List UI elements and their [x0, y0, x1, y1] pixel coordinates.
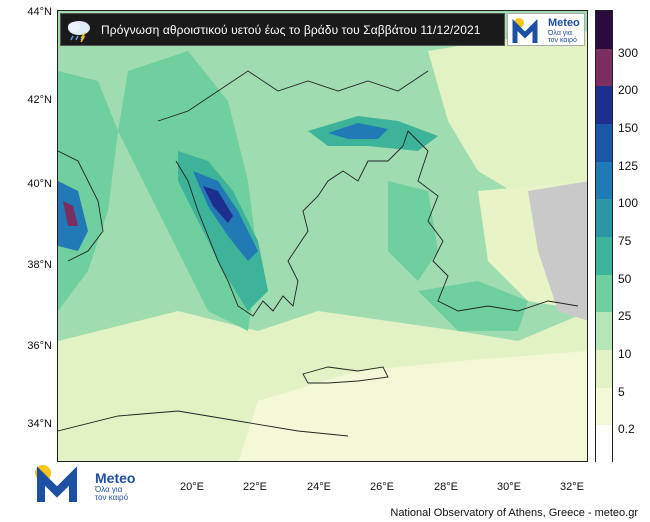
no-data-area	[528, 181, 587, 321]
colorbar-label: 10	[618, 347, 632, 361]
colorbar-label: 0.2	[618, 422, 635, 437]
colorbar-segment	[596, 11, 612, 49]
meteo-logo-header: Meteo Όλα για τον καιρό	[507, 13, 585, 46]
credit-text: National Observatory of Athens, Greece -…	[390, 507, 638, 519]
colorbar-segment	[596, 48, 612, 87]
very-heavy-precip-north	[328, 123, 388, 139]
moderate-precip-dodecanese	[418, 281, 528, 331]
colorbar-segment	[596, 350, 612, 388]
rain-cloud-icon	[68, 21, 90, 43]
colorbar-segment	[596, 237, 612, 275]
lon-label-28: 28°E	[434, 481, 458, 493]
balkan-border	[157, 70, 429, 122]
greece-coast	[175, 130, 409, 317]
logo-word: Meteo	[548, 17, 580, 29]
colorbar-segment	[596, 312, 612, 350]
meteo-logo-footer: Meteo Όλα για τον καιρό	[33, 462, 143, 507]
italy-coast	[58, 150, 104, 262]
colorbar-label: 50	[618, 271, 632, 286]
extreme-precip-epirus	[203, 186, 233, 223]
footer-logo-word: Meteo	[95, 470, 136, 486]
precip-colorbar	[595, 10, 613, 463]
colorbar-label: 25	[618, 309, 632, 324]
lon-label-22: 22°E	[243, 481, 267, 493]
moderate-precip-west	[58, 71, 118, 311]
colorbar-segment	[596, 274, 612, 313]
footer-logo-tagline-1: Όλα για	[95, 485, 123, 494]
colorbar-segment	[596, 425, 612, 463]
colorbar-label: 5	[618, 384, 625, 399]
lat-label-34: 34°N	[27, 418, 52, 430]
footer-logo-tagline-2: τον καιρό	[95, 493, 129, 502]
lat-label-44: 44°N	[27, 6, 52, 18]
map-title: Πρόγνωση αθροιστικού υετού έως το βράδυ …	[101, 22, 481, 37]
colorbar-label: 300	[618, 45, 639, 60]
map-canvas	[58, 11, 587, 461]
meteo-logo-icon	[512, 18, 538, 43]
lat-label-40: 40°N	[27, 178, 52, 190]
logo-tagline-1: Όλα για	[548, 30, 572, 37]
lon-label-30: 30°E	[497, 481, 521, 493]
lat-label-36: 36°N	[27, 340, 52, 352]
africa-coast	[58, 410, 349, 437]
light-precip-northeast	[428, 31, 587, 211]
colorbar-segment	[596, 387, 612, 426]
extreme-precip-italy	[63, 201, 78, 226]
lat-label-42: 42°N	[27, 94, 52, 106]
heavy-precip-epirus	[178, 151, 268, 311]
turkey-coast	[407, 130, 579, 312]
moderate-precip-aegean	[388, 181, 438, 281]
colorbar-label: 75	[618, 234, 632, 248]
colorbar-segment	[596, 86, 612, 124]
colorbar-segment	[596, 124, 612, 162]
colorbar-segment	[596, 161, 612, 200]
logo-tagline-2: τον καιρό	[548, 37, 577, 44]
lon-label-24: 24°E	[307, 481, 331, 493]
lon-label-32: 32°E	[560, 481, 584, 493]
lon-label-26: 26°E	[370, 481, 394, 493]
lat-label-38: 38°N	[27, 259, 52, 271]
colorbar-segment	[596, 199, 612, 237]
crete-coast	[302, 366, 389, 384]
colorbar-label: 100	[618, 196, 639, 211]
colorbar-label: 150	[618, 121, 639, 135]
lon-label-20: 20°E	[180, 481, 204, 493]
colorbar-label: 200	[618, 83, 639, 98]
title-banner: Πρόγνωση αθροιστικού υετού έως το βράδυ …	[60, 13, 505, 46]
colorbar-label: 125	[618, 158, 639, 173]
precipitation-map	[57, 10, 588, 462]
coastlines	[58, 70, 579, 437]
meteo-logo-icon-large	[35, 465, 77, 502]
